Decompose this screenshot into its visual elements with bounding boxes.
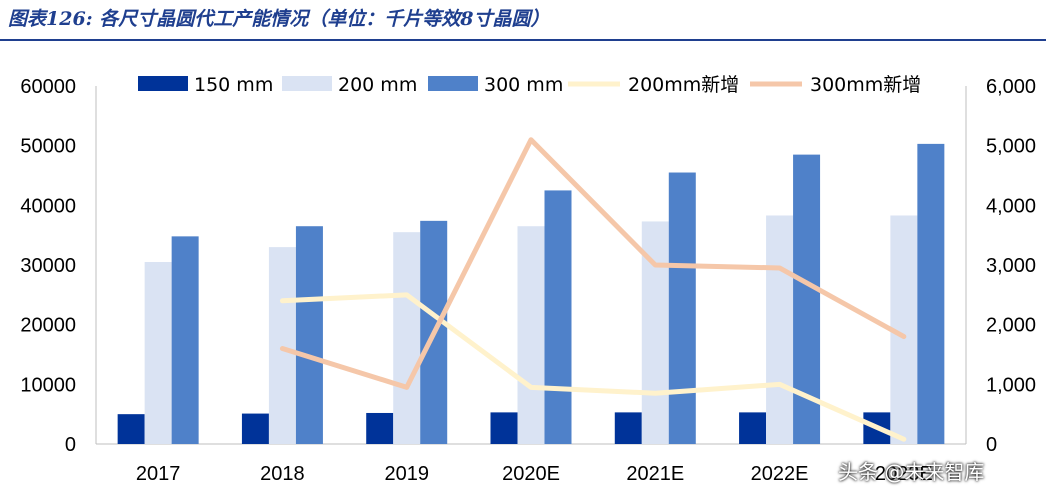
bar	[171, 236, 199, 444]
legend-swatch	[282, 76, 332, 91]
bar	[917, 143, 945, 445]
y-right-tick-label: 0	[986, 434, 997, 456]
bar	[739, 412, 767, 444]
y-left-tick-label: 10000	[20, 374, 76, 396]
y-right-tick-label: 4,000	[986, 195, 1036, 217]
bar	[295, 226, 323, 444]
chart-lines	[279, 137, 907, 442]
watermark: 头条 @未来智库	[838, 460, 985, 484]
chart-ticks: 0 10000 20000 30000 40000 50000 60000 0 1,000 2,0…	[20, 76, 1036, 485]
bar	[517, 226, 545, 444]
x-tick-label: 2017	[136, 463, 181, 485]
figure-title: 图表126: 各尺寸晶圆代工产能情况（单位：千片等效8寸晶圆）	[8, 8, 550, 30]
y-right-tick-label: 2,000	[986, 315, 1036, 337]
y-left-tick-label: 60000	[20, 76, 76, 98]
bar	[614, 412, 642, 444]
bar	[490, 412, 518, 444]
chart-legend: 150 mm 200 mm 300 mm 200mm新增 300mm新增	[138, 74, 921, 96]
y-right-tick-label: 6,000	[986, 76, 1036, 98]
legend-label: 200mm新增	[628, 74, 739, 96]
x-tick-label: 2018	[260, 463, 305, 485]
x-tick-label: 2021E	[626, 463, 684, 485]
y-right-tick-label: 5,000	[986, 136, 1036, 158]
title-divider	[0, 39, 1046, 41]
bar	[668, 172, 696, 444]
legend-label: 150 mm	[194, 74, 273, 96]
y-right-tick-label: 1,000	[986, 374, 1036, 396]
y-left-tick-label: 40000	[20, 195, 76, 217]
y-left-tick-label: 30000	[20, 255, 76, 277]
bar	[366, 412, 394, 444]
x-tick-label: 2022E	[751, 463, 809, 485]
y-right-tick-label: 3,000	[986, 255, 1036, 277]
x-tick-label: 2019	[384, 463, 429, 485]
y-left-tick-label: 0	[65, 434, 76, 456]
bar	[144, 262, 172, 444]
y-left-tick-label: 50000	[20, 136, 76, 158]
series-line	[279, 137, 907, 390]
bar	[117, 414, 145, 444]
legend-swatch	[428, 76, 478, 91]
legend-label: 300mm新增	[810, 74, 921, 96]
chart-bars	[117, 143, 945, 445]
bar	[544, 190, 572, 444]
series-line	[279, 292, 907, 442]
legend-label: 300 mm	[484, 74, 563, 96]
x-tick-label: 2020E	[502, 463, 560, 485]
bar	[393, 232, 421, 444]
bar	[766, 215, 794, 444]
bar	[268, 247, 296, 444]
legend-label: 200 mm	[338, 74, 417, 96]
y-left-tick-label: 20000	[20, 315, 76, 337]
x-tick-label: 2023E	[875, 463, 933, 485]
legend-swatch	[138, 76, 188, 91]
bar	[241, 413, 269, 444]
